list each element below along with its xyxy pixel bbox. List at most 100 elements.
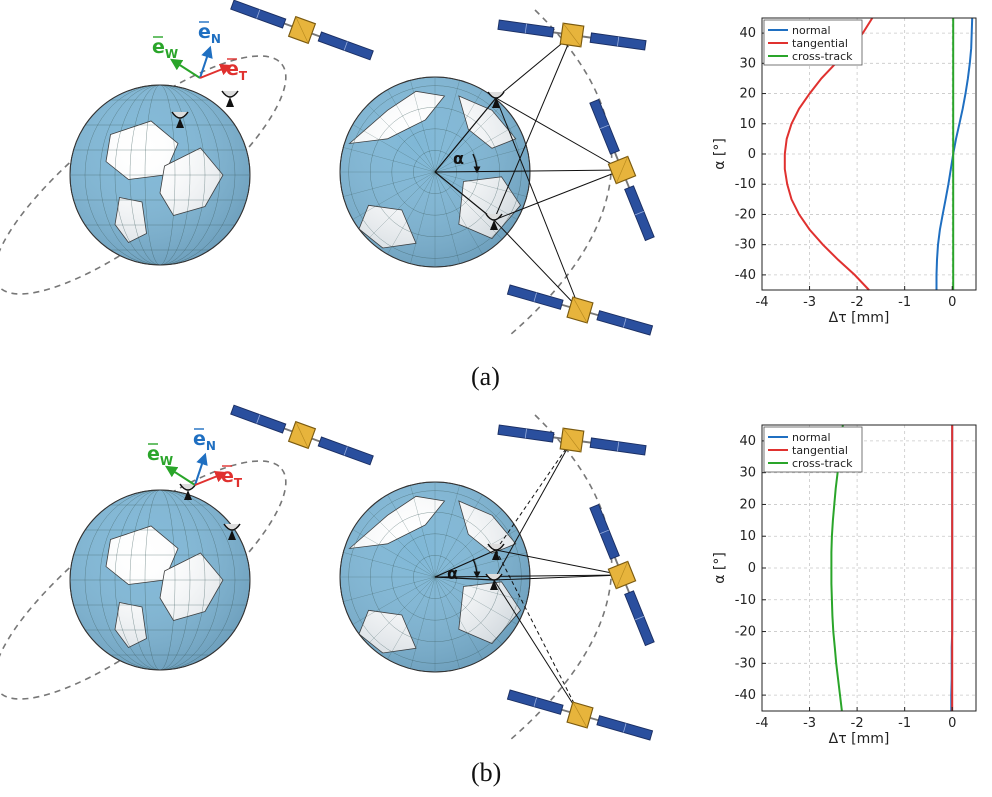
vector-n	[194, 452, 208, 486]
line-of-sight	[493, 439, 573, 581]
antenna-dish	[485, 573, 503, 581]
satellite-middle	[589, 503, 655, 647]
y-tick-label: 30	[739, 56, 756, 71]
legend-label-tangential: tangential	[792, 37, 848, 50]
x-tick-label: 0	[948, 716, 956, 731]
label-e-t: eT	[226, 58, 248, 83]
line-of-sight	[495, 439, 573, 551]
panel-seam	[524, 23, 527, 34]
panel-seam	[533, 697, 537, 707]
panel-label-a: (a)	[471, 362, 500, 391]
satellite-body-edge	[572, 701, 588, 729]
satellite-body-edge	[562, 427, 582, 453]
line-of-sight	[495, 97, 581, 311]
line-of-sight	[493, 579, 581, 716]
label-e-n-subscript: N	[206, 439, 216, 453]
radial-line	[434, 171, 495, 221]
x-tick-label: 0	[948, 295, 956, 310]
line-of-sight	[493, 169, 623, 221]
label-e-w: eW	[147, 443, 173, 468]
plot-area	[762, 425, 976, 711]
x-tick-label: -1	[898, 295, 911, 310]
x-axis-label: Δτ [mm]	[829, 731, 890, 747]
y-axis-label: α [°]	[712, 138, 728, 170]
antenna-mount	[490, 220, 498, 230]
y-tick-label: 20	[739, 87, 756, 102]
satellite-bottom	[506, 284, 654, 336]
panel-seam	[256, 9, 261, 19]
antenna-mount	[176, 118, 184, 128]
polar-antenna-2	[485, 213, 503, 230]
panel-seam	[634, 616, 644, 621]
line-of-sight	[493, 34, 573, 221]
antenna-dish	[221, 90, 239, 98]
ground-antenna-1	[171, 111, 189, 128]
angle-label: α	[447, 564, 458, 583]
y-tick-label: -40	[735, 268, 756, 283]
vector-w	[169, 58, 201, 79]
line-of-sight	[495, 34, 573, 99]
left-globe	[69, 489, 251, 671]
label-e-w-subscript: W	[160, 454, 173, 468]
satellite-body-edge	[562, 22, 582, 48]
legend-label-normal: normal	[792, 431, 831, 444]
antenna-mount	[226, 97, 234, 107]
panel-seam	[617, 36, 620, 47]
antenna-mount	[490, 580, 498, 590]
antenna-mount	[184, 490, 192, 500]
panel-seam	[524, 428, 527, 439]
ground-antenna-2	[223, 523, 241, 540]
radial-line	[434, 97, 497, 173]
y-tick-label: -30	[735, 656, 756, 671]
angle-arc	[472, 153, 481, 174]
panel-seam	[256, 414, 261, 424]
satellite-body-edge	[615, 156, 629, 184]
radial-line-to-satellite	[434, 574, 623, 578]
panel-seam	[343, 446, 348, 456]
antenna-mount	[492, 550, 500, 560]
vector-n	[199, 45, 213, 79]
panel-seam	[600, 124, 610, 129]
legend-label-cross-track: cross-track	[792, 50, 853, 63]
x-tick-label: -1	[898, 716, 911, 731]
label-e-t-subscript: T	[239, 69, 248, 83]
antenna-dish	[485, 213, 503, 221]
radial-line	[434, 576, 495, 581]
panel-seam	[343, 41, 348, 51]
y-tick-label: -20	[735, 207, 756, 222]
satellite-body-edge	[572, 296, 588, 324]
y-tick-label: 20	[739, 497, 756, 512]
label-e-t-subscript: T	[234, 476, 243, 490]
line-of-sight	[493, 219, 581, 311]
panel-seam	[617, 441, 620, 452]
orbit-dashed	[0, 460, 287, 700]
satellite-body-edge	[615, 561, 629, 589]
ground-antenna-1	[179, 483, 197, 500]
y-tick-label: 0	[748, 147, 756, 162]
label-e-n: eN	[198, 21, 221, 46]
satellite-top	[497, 424, 647, 456]
x-tick-label: -4	[756, 295, 769, 310]
series-line-cross-track	[830, 424, 844, 712]
label-e-w: eW	[152, 36, 178, 61]
x-tick-label: -2	[851, 295, 864, 310]
y-tick-label: 40	[739, 26, 756, 41]
satellite-bottom	[506, 689, 654, 741]
y-tick-label: -30	[735, 238, 756, 253]
x-tick-label: -2	[851, 716, 864, 731]
y-tick-label: 0	[748, 561, 756, 576]
radial-line	[434, 549, 497, 578]
legend-label-tangential: tangential	[792, 444, 848, 457]
x-axis-label: Δτ [mm]	[829, 310, 890, 326]
label-e-t: eT	[221, 465, 243, 490]
satellite-body-edge	[295, 421, 309, 449]
angle-arc	[472, 558, 481, 579]
antenna-dish	[179, 483, 197, 491]
label-e-w-subscript: W	[165, 47, 178, 61]
y-tick-label: 10	[739, 529, 756, 544]
y-tick-label: 30	[739, 466, 756, 481]
